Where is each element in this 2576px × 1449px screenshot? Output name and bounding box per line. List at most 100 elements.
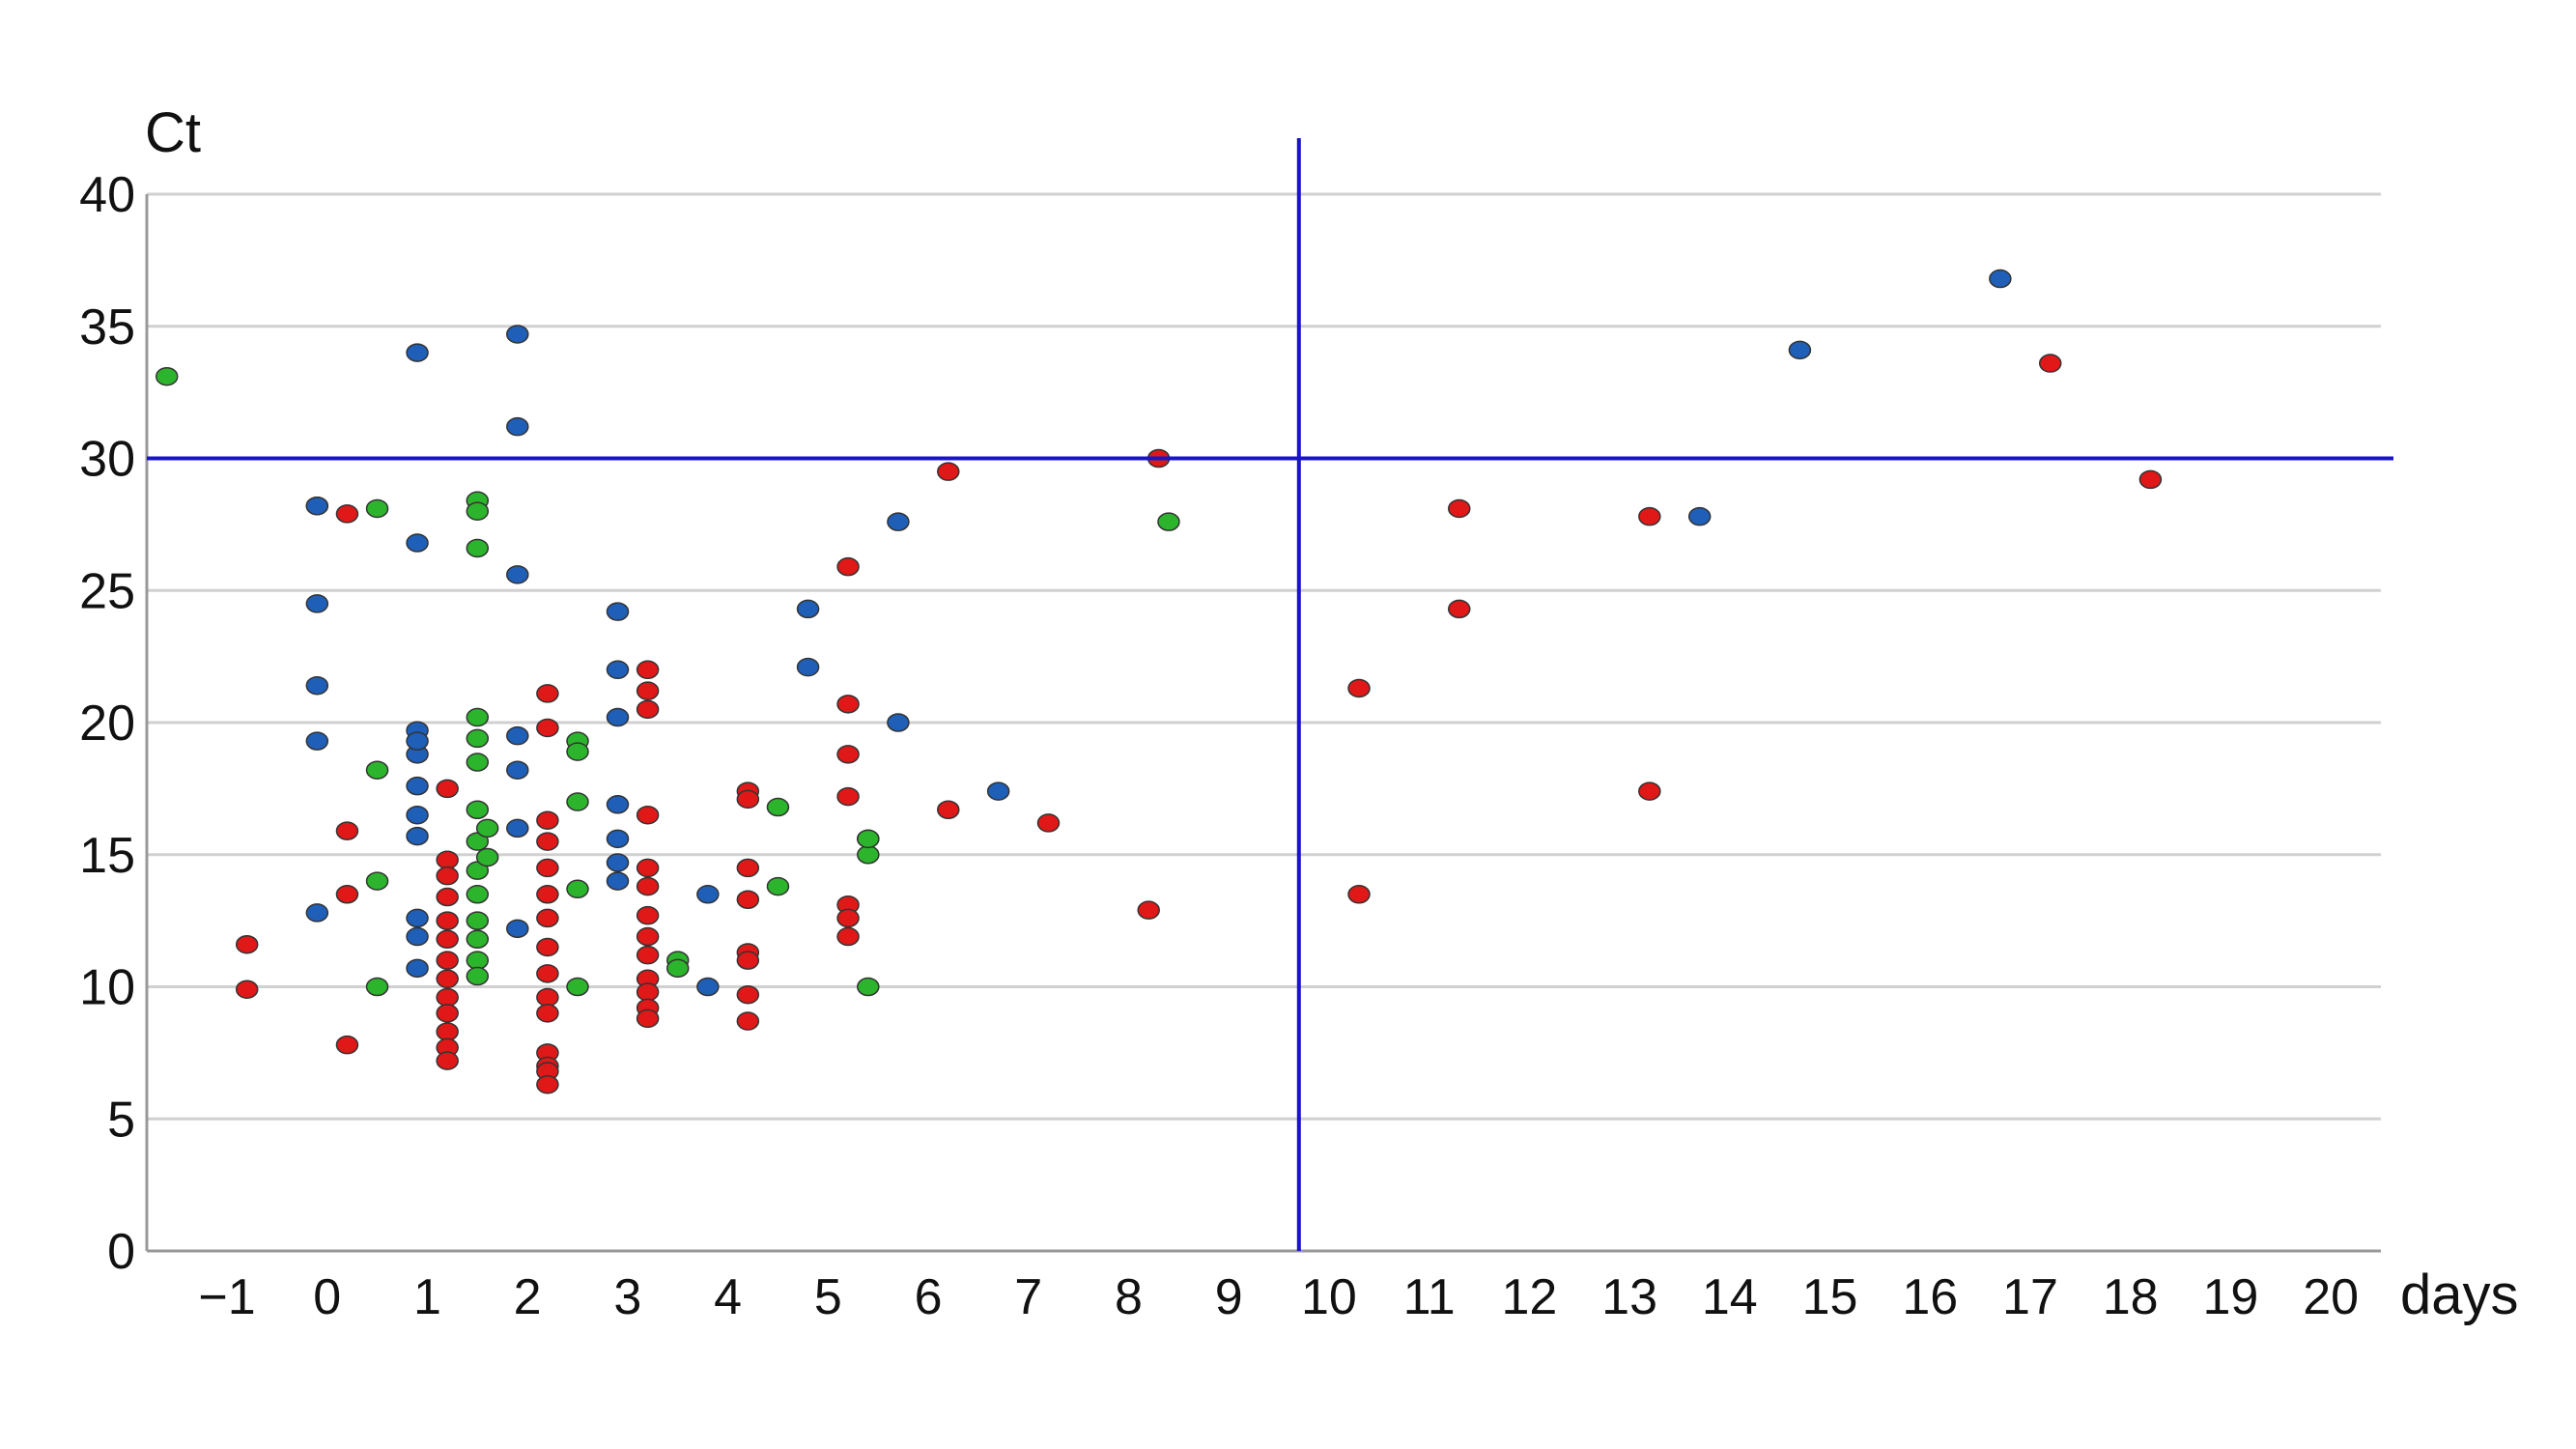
data-point [536,964,559,983]
y-tick-label: 10 [79,960,135,1016]
data-point [506,325,529,344]
x-tick-label: 13 [1601,1269,1657,1325]
data-point [536,987,559,1008]
data-point [696,977,720,997]
data-point [406,958,429,979]
data-point [466,707,490,727]
y-tick-label: 35 [79,299,135,355]
data-point [506,760,529,780]
x-tick-label: 10 [1301,1269,1357,1325]
data-point [887,512,910,531]
x-tick-labels: −1 0 1 2 3 4 5 6 7 8 9 10 11 12 13 14 15 16 17 18 19 20 [198,1269,2359,1325]
x-tick-label: 15 [1802,1269,1858,1325]
data-point [536,885,559,904]
data-point [436,969,459,989]
data-points [155,269,2163,1094]
data-point [305,731,329,751]
data-point [1448,599,1471,619]
x-tick-label: 2 [514,1269,542,1325]
data-point [836,695,860,714]
x-tick-label: 20 [2303,1269,2359,1325]
data-point [536,937,559,957]
data-point [2038,354,2062,373]
data-point [466,753,490,772]
data-point [506,416,529,437]
x-tick-label: 19 [2202,1269,2258,1325]
data-point [406,533,429,553]
x-tick-label: 7 [1014,1269,1042,1325]
data-point [436,887,459,907]
data-point [736,789,760,810]
data-point [536,908,559,928]
x-tick-label: 1 [413,1269,441,1325]
data-point [305,496,329,516]
data-point [636,805,660,825]
data-point [766,876,790,896]
y-axis-label: Ct [145,101,201,164]
data-point [1638,506,1661,526]
data-point [235,980,259,999]
x-tick-label: −1 [198,1269,255,1325]
data-point [1448,498,1471,519]
data-point [406,343,429,362]
y-tick-label: 20 [79,696,135,752]
data-point [1788,340,1812,360]
y-tick-label: 0 [107,1224,135,1280]
data-point [986,781,1010,801]
data-point [436,987,459,1008]
data-point [335,821,359,840]
data-point [406,908,429,928]
data-point [606,707,630,727]
data-point [406,776,429,796]
data-point [475,847,499,867]
data-point [736,1011,760,1031]
data-point [566,879,589,899]
data-point [506,725,529,746]
y-tick-label: 30 [79,432,135,488]
data-point [305,594,329,613]
data-point [335,504,359,524]
data-point [1989,269,2012,289]
data-point [606,871,630,891]
data-point [466,832,490,851]
data-point [335,1035,359,1055]
data-point [636,926,660,947]
data-point [365,760,389,780]
data-point [466,966,490,986]
data-point [636,1009,660,1029]
data-point [466,951,490,970]
data-point [836,745,860,764]
data-point [1687,506,1712,526]
data-point [606,660,630,680]
data-point [566,977,589,997]
data-point [475,818,499,838]
data-point [365,498,389,519]
data-point [1347,678,1371,698]
data-point [536,718,559,738]
data-point [536,832,559,851]
data-point [466,728,490,749]
data-point [636,660,660,680]
data-point [235,934,259,954]
data-point [506,818,529,838]
data-point [305,675,329,696]
data-point [536,810,559,830]
data-point [566,792,589,811]
data-point [155,366,179,386]
data-point [736,984,760,1005]
data-point [887,713,910,732]
data-point [506,565,529,584]
data-point [536,684,559,703]
data-point [636,681,660,700]
data-point [836,908,860,928]
data-point [466,800,490,820]
data-point [365,871,389,891]
y-tick-label: 5 [107,1092,135,1148]
data-point [2138,469,2163,490]
data-point [606,795,630,814]
data-point [466,885,490,904]
x-tick-label: 12 [1501,1269,1557,1325]
x-tick-label: 14 [1702,1269,1758,1325]
data-point [506,919,529,939]
